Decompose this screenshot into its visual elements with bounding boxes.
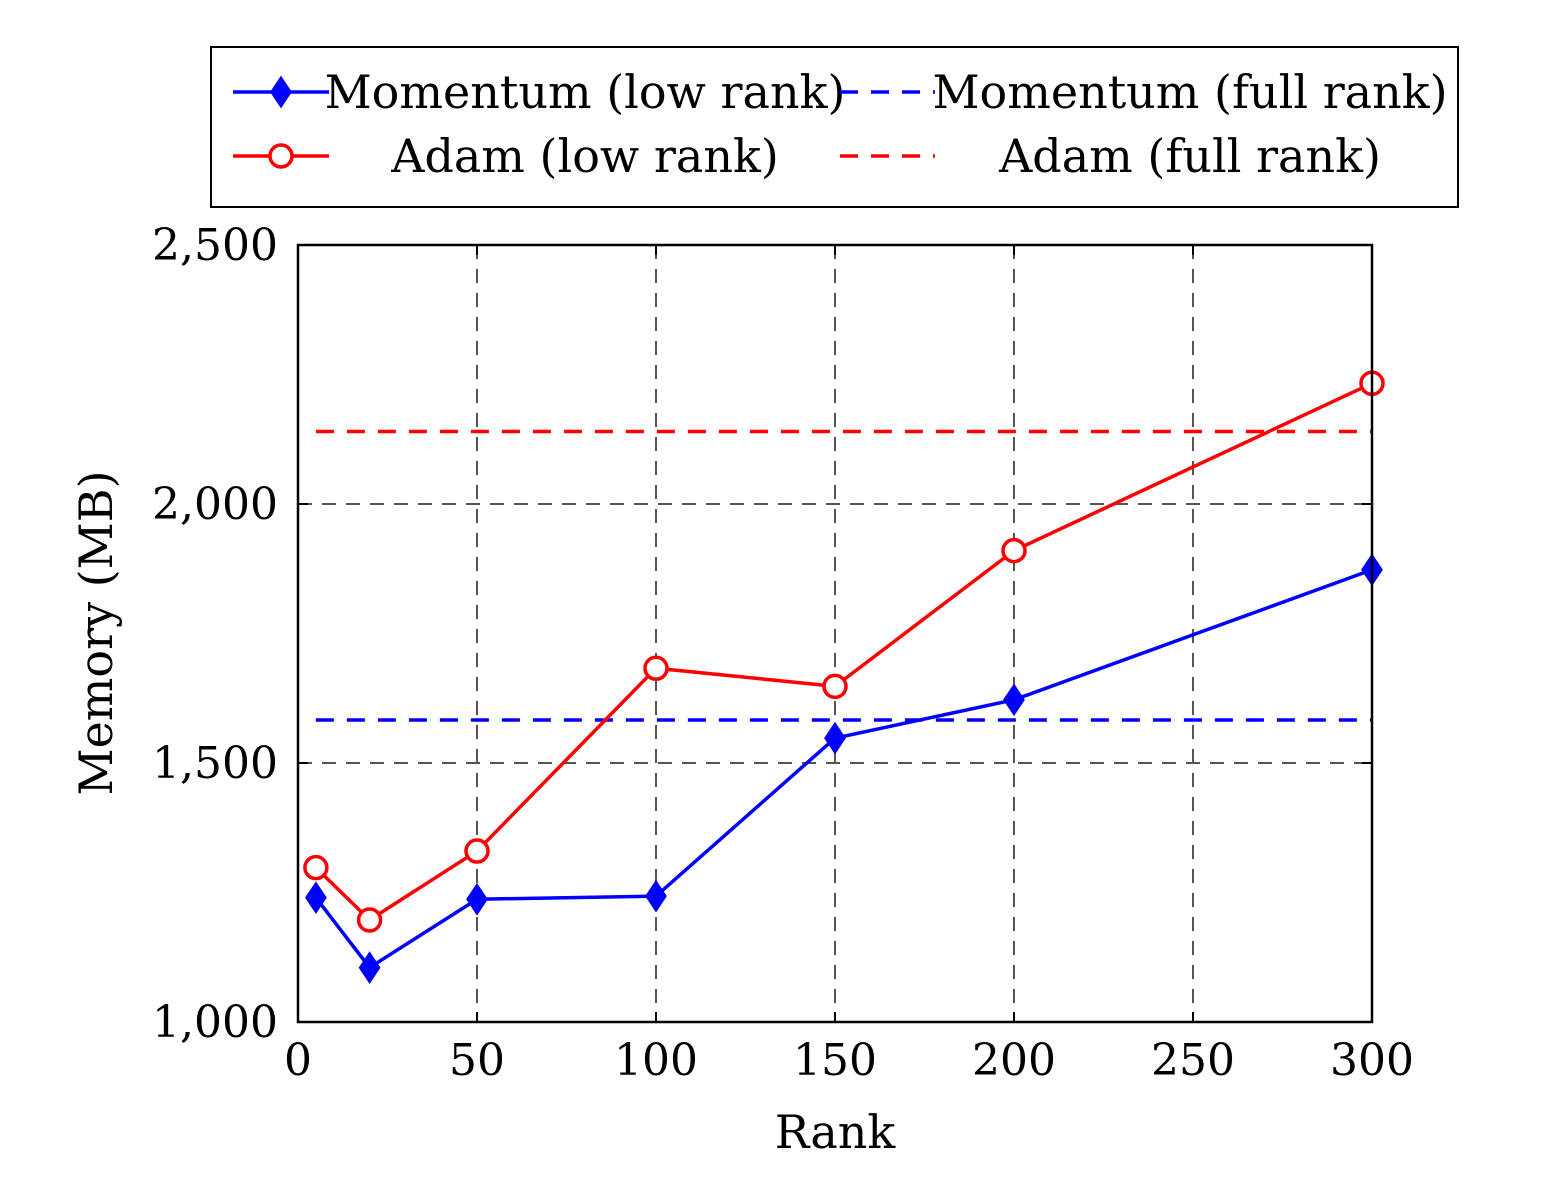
y-tick-label: 2,000 — [152, 479, 278, 530]
data-point-open-circle — [822, 673, 848, 700]
data-point-diamond — [304, 881, 327, 915]
data-point-open-circle — [303, 854, 329, 881]
data-point-diamond — [824, 721, 846, 755]
legend-label: Momentum (full rank) — [932, 65, 1447, 119]
data-point-diamond — [466, 882, 488, 916]
x-tick-label: 150 — [793, 1035, 877, 1086]
legend-box — [210, 46, 1459, 208]
series-adam-low-rank — [303, 370, 1385, 933]
legend-marker-open-circle — [268, 143, 294, 169]
x-tick-label: 50 — [449, 1035, 505, 1086]
legend-marker-diamond — [270, 75, 292, 109]
legend: Momentum (low rank) Momentum (full rank) A… — [210, 46, 1459, 208]
x-axis-title: Rank — [775, 1105, 897, 1159]
x-tick-label: 0 — [284, 1035, 312, 1086]
data-point-diamond — [358, 951, 381, 984]
grid-layer — [298, 245, 1372, 1022]
legend-entry: Adam (low rank) — [233, 129, 779, 183]
data-point-diamond — [1003, 683, 1025, 717]
legend-label: Adam (low rank) — [390, 129, 779, 183]
x-tick-label: 300 — [1330, 1035, 1414, 1086]
data-point-open-circle — [643, 655, 669, 681]
legend-entry: Adam (full rank) — [840, 129, 1381, 183]
y-tick-label: 1,500 — [152, 738, 278, 789]
legend-entry: Momentum (full rank) — [840, 65, 1448, 119]
y-tick-label: 2,500 — [152, 220, 278, 271]
x-tick-label: 100 — [614, 1035, 698, 1086]
x-tick-label: 200 — [972, 1035, 1056, 1086]
legend-label: Adam (full rank) — [998, 129, 1381, 183]
data-point-diamond — [645, 879, 667, 913]
data-point-open-circle — [356, 907, 383, 933]
series-momentum-low-rank — [304, 553, 1383, 984]
data-point-open-circle — [1001, 537, 1027, 564]
ticks-layer: 0 50 100 150 200 250 300 1,000 1,500 2,000 2,500 — [152, 220, 1414, 1086]
data-point-open-circle — [464, 838, 490, 864]
series-layer — [303, 370, 1385, 984]
y-axis-title: Memory (MB) — [69, 470, 123, 795]
y-tick-label: 1,000 — [152, 997, 278, 1048]
legend-label: Momentum (low rank) — [325, 65, 846, 119]
legend-entry: Momentum (low rank) — [233, 65, 845, 119]
x-tick-label: 250 — [1151, 1035, 1235, 1086]
